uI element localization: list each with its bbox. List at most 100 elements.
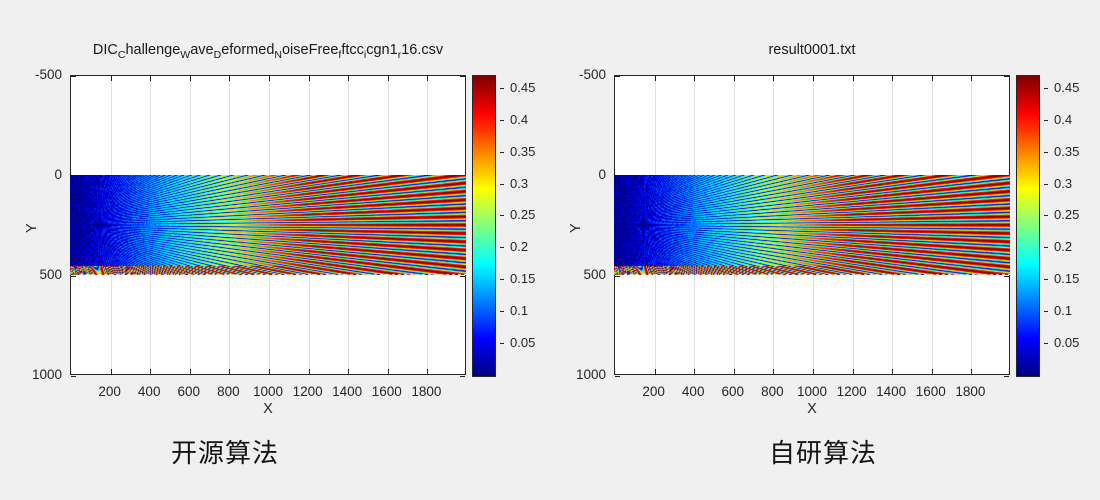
x-tick-label: 1800	[940, 384, 1000, 399]
x-tick-mark	[734, 369, 735, 374]
y-tick-label: -500	[554, 67, 606, 82]
title-text: ave	[190, 42, 213, 58]
x-tick-mark	[229, 76, 230, 81]
colorbar-tick-label: 0.25	[510, 207, 535, 222]
colorbar-canvas	[472, 75, 496, 377]
colorbar-tick-label: 0.2	[1054, 239, 1072, 254]
colorbar-tick-mark	[1044, 247, 1048, 248]
x-tick-mark	[309, 76, 310, 81]
x-tick-mark	[309, 369, 310, 374]
colorbar-tick-mark	[500, 215, 504, 216]
right-plot: 200 400 600 800 1000 1200 1400 1600 1800 -500 0 500…	[614, 75, 1010, 375]
title-text: result0001.txt	[768, 42, 855, 58]
colorbar: 0.05 0.1 0.15 0.2 0.25 0.3 0.35 0.4 0.45	[1016, 75, 1040, 377]
y-tick-mark	[615, 276, 620, 277]
x-tick-mark	[388, 76, 389, 81]
colorbar-tick-label: 0.05	[1054, 335, 1079, 350]
x-tick-mark	[932, 369, 933, 374]
colorbar-tick-mark	[1044, 343, 1048, 344]
x-axis-label: X	[614, 401, 1010, 417]
x-tick-mark	[813, 76, 814, 81]
title-text: eformed	[221, 42, 274, 58]
x-tick-mark	[190, 76, 191, 81]
colorbar: 0.05 0.1 0.15 0.2 0.25 0.3 0.35 0.4 0.45	[472, 75, 496, 377]
x-tick-mark	[971, 369, 972, 374]
caption-open-source-algorithm: 开源算法	[65, 433, 385, 470]
title-text: DIC	[93, 42, 118, 58]
colorbar-tick-label: 0.1	[1054, 303, 1072, 318]
colorbar-tick-mark	[1044, 120, 1048, 121]
title-text: ftcc	[341, 42, 364, 58]
x-tick-mark	[773, 76, 774, 81]
x-tick-mark	[892, 369, 893, 374]
x-tick-mark	[388, 369, 389, 374]
colorbar-tick-label: 0.4	[510, 112, 528, 127]
colorbar-canvas	[1016, 75, 1040, 377]
x-tick-mark	[111, 369, 112, 374]
y-axis-label: Y	[24, 213, 40, 233]
colorbar-tick-mark	[1044, 88, 1048, 89]
heatmap-canvas	[70, 175, 466, 275]
x-tick-mark	[971, 76, 972, 81]
colorbar-tick-label: 0.3	[510, 176, 528, 191]
y-tick-label: 0	[10, 167, 62, 182]
colorbar-tick-label: 0.35	[510, 144, 535, 159]
colorbar-tick-mark	[1044, 152, 1048, 153]
colorbar-tick-label: 0.35	[1054, 144, 1079, 159]
x-tick-mark	[813, 369, 814, 374]
title-text: cgn1	[366, 42, 397, 58]
colorbar-tick-mark	[500, 120, 504, 121]
colorbar-tick-mark	[1044, 311, 1048, 312]
title-text: 16.csv	[401, 42, 443, 58]
y-tick-mark	[1004, 76, 1009, 77]
colorbar-tick-mark	[1044, 215, 1048, 216]
y-tick-label: 1000	[10, 367, 62, 382]
colorbar-tick-mark	[500, 184, 504, 185]
colorbar-tick-mark	[500, 279, 504, 280]
caption-self-developed-algorithm: 自研算法	[663, 433, 983, 470]
colorbar-tick-mark	[500, 247, 504, 248]
x-tick-mark	[111, 76, 112, 81]
y-tick-mark	[460, 276, 465, 277]
x-tick-mark	[694, 76, 695, 81]
y-tick-label: 500	[10, 267, 62, 282]
x-tick-mark	[150, 369, 151, 374]
y-tick-mark	[460, 376, 465, 377]
title-text: oiseFree	[282, 42, 338, 58]
y-tick-label: -500	[10, 67, 62, 82]
y-tick-mark	[1004, 276, 1009, 277]
x-tick-mark	[694, 369, 695, 374]
y-tick-label: 0	[554, 167, 606, 182]
x-tick-mark	[853, 369, 854, 374]
x-tick-mark	[269, 369, 270, 374]
colorbar-tick-label: 0.1	[510, 303, 528, 318]
x-tick-mark	[892, 76, 893, 81]
colorbar-tick-label: 0.15	[1054, 271, 1079, 286]
y-tick-label: 500	[554, 267, 606, 282]
x-tick-mark	[773, 369, 774, 374]
colorbar-tick-label: 0.25	[1054, 207, 1079, 222]
y-tick-mark	[71, 276, 76, 277]
x-tick-mark	[655, 76, 656, 81]
y-tick-label: 1000	[554, 367, 606, 382]
colorbar-tick-label: 0.4	[1054, 112, 1072, 127]
y-tick-mark	[460, 76, 465, 77]
x-tick-mark	[734, 76, 735, 81]
plot-title: result0001.txt	[594, 42, 1030, 58]
colorbar-tick-mark	[500, 311, 504, 312]
colorbar-tick-mark	[500, 88, 504, 89]
colorbar-tick-label: 0.05	[510, 335, 535, 350]
colorbar-tick-mark	[500, 152, 504, 153]
colorbar-tick-label: 0.2	[510, 239, 528, 254]
y-axis-label: Y	[568, 213, 584, 233]
plot-title: DICChallengeWaveDeformedNoiseFreefftccic…	[50, 42, 486, 61]
x-tick-mark	[150, 76, 151, 81]
title-text: hallenge	[125, 42, 180, 58]
y-tick-mark	[71, 76, 76, 77]
x-tick-mark	[229, 369, 230, 374]
x-tick-mark	[190, 369, 191, 374]
y-tick-mark	[1004, 376, 1009, 377]
y-tick-mark	[71, 376, 76, 377]
x-tick-mark	[655, 369, 656, 374]
colorbar-tick-mark	[1044, 279, 1048, 280]
